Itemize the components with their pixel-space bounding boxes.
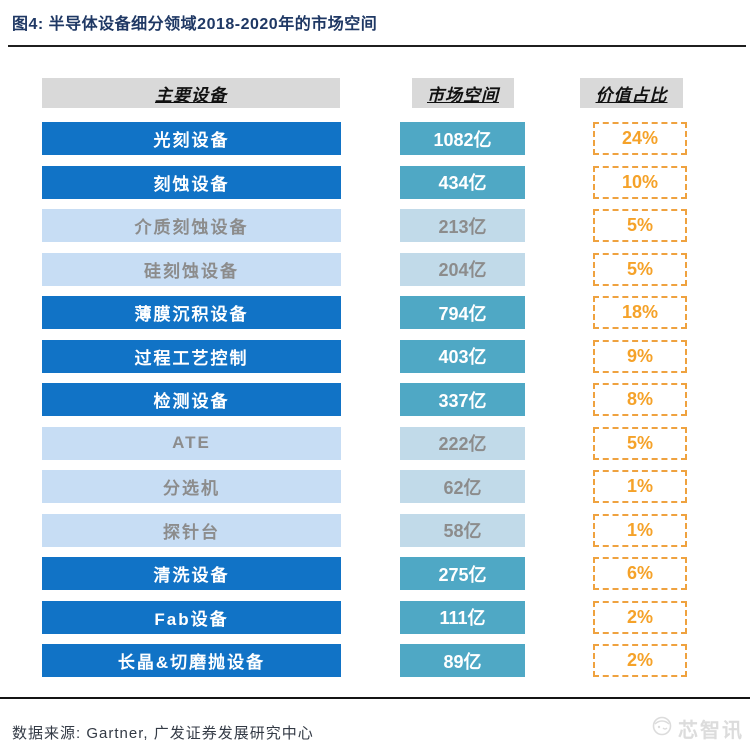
market-value: 111亿 bbox=[400, 600, 525, 634]
equipment-label: 检测设备 bbox=[42, 383, 341, 416]
share-badge: 2% bbox=[593, 600, 687, 634]
market-value: 213亿 bbox=[400, 209, 525, 242]
equipment-label: 薄膜沉积设备 bbox=[42, 296, 341, 329]
table-row: 过程工艺控制 403亿 9% bbox=[0, 339, 752, 373]
table-row: ATE 222亿 5% bbox=[0, 426, 752, 460]
market-value: 403亿 bbox=[400, 339, 525, 373]
table-row: 检测设备 337亿 8% bbox=[0, 383, 752, 416]
market-value: 337亿 bbox=[400, 383, 525, 416]
equipment-label: 过程工艺控制 bbox=[42, 339, 341, 373]
equipment-label: 硅刻蚀设备 bbox=[42, 252, 341, 286]
share-badge: 10% bbox=[593, 165, 687, 199]
market-value: 89亿 bbox=[400, 644, 525, 677]
column-header-market-label: 市场空间 bbox=[427, 85, 499, 105]
market-value: 58亿 bbox=[400, 513, 525, 547]
share-badge: 24% bbox=[593, 122, 687, 155]
market-value: 275亿 bbox=[400, 557, 525, 590]
table-row: 探针台 58亿 1% bbox=[0, 513, 752, 547]
table-row: 光刻设备 1082亿 24% bbox=[0, 122, 752, 155]
figure-title: 图4: 半导体设备细分领域2018-2020年的市场空间 bbox=[12, 16, 378, 33]
share-badge: 2% bbox=[593, 644, 687, 677]
column-header-equipment-label: 主要设备 bbox=[155, 85, 227, 105]
market-value: 1082亿 bbox=[400, 122, 525, 155]
market-value: 794亿 bbox=[400, 296, 525, 329]
equipment-label: 长晶&切磨抛设备 bbox=[42, 644, 341, 677]
table-row: 清洗设备 275亿 6% bbox=[0, 557, 752, 590]
market-value: 204亿 bbox=[400, 252, 525, 286]
equipment-label: 探针台 bbox=[42, 513, 341, 547]
market-value: 434亿 bbox=[400, 165, 525, 199]
equipment-label: 光刻设备 bbox=[42, 122, 341, 155]
column-header-share: 价值占比 bbox=[580, 78, 683, 108]
table-body: 光刻设备 1082亿 24% 刻蚀设备 434亿 10% 介质刻蚀设备 213亿… bbox=[0, 122, 752, 677]
share-badge: 9% bbox=[593, 339, 687, 373]
share-badge: 8% bbox=[593, 383, 687, 416]
footer-divider bbox=[0, 697, 750, 699]
column-header-market: 市场空间 bbox=[412, 78, 514, 108]
table-row: 硅刻蚀设备 204亿 5% bbox=[0, 252, 752, 286]
share-badge: 1% bbox=[593, 513, 687, 547]
equipment-label: 分选机 bbox=[42, 470, 341, 503]
table-row: 薄膜沉积设备 794亿 18% bbox=[0, 296, 752, 329]
share-badge: 5% bbox=[593, 426, 687, 460]
column-header-equipment: 主要设备 bbox=[42, 78, 340, 108]
table-row: 刻蚀设备 434亿 10% bbox=[0, 165, 752, 199]
share-badge: 5% bbox=[593, 252, 687, 286]
share-badge: 1% bbox=[593, 470, 687, 503]
watermark-text: 芯智讯 bbox=[678, 720, 744, 742]
watermark-logo-icon bbox=[650, 714, 674, 743]
table-row: Fab设备 111亿 2% bbox=[0, 600, 752, 634]
title-divider bbox=[8, 45, 746, 47]
data-source-note: 数据来源: Gartner, 广发证券发展研究中心 bbox=[12, 725, 314, 742]
column-header-share-label: 价值占比 bbox=[595, 85, 668, 105]
share-badge: 6% bbox=[593, 557, 687, 590]
equipment-label: 刻蚀设备 bbox=[42, 165, 341, 199]
equipment-label: ATE bbox=[42, 426, 341, 460]
equipment-label: 介质刻蚀设备 bbox=[42, 209, 341, 242]
equipment-label: 清洗设备 bbox=[42, 557, 341, 590]
equipment-label: Fab设备 bbox=[42, 600, 341, 634]
watermark: 芯智讯 bbox=[650, 714, 744, 743]
table-row: 介质刻蚀设备 213亿 5% bbox=[0, 209, 752, 242]
market-value: 62亿 bbox=[400, 470, 525, 503]
share-badge: 18% bbox=[593, 296, 687, 329]
table-row: 分选机 62亿 1% bbox=[0, 470, 752, 503]
table-row: 长晶&切磨抛设备 89亿 2% bbox=[0, 644, 752, 677]
share-badge: 5% bbox=[593, 209, 687, 242]
market-value: 222亿 bbox=[400, 426, 525, 460]
